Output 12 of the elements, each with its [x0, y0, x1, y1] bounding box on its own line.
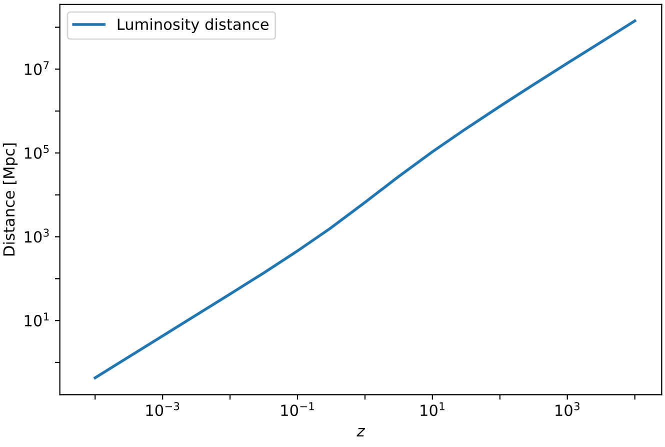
x-tick-label: 10$^{1}$ [420, 402, 444, 416]
y-tick-label: 10$^{3}$ [24, 228, 49, 243]
y-tick-label: 10$^{5}$ [24, 145, 49, 159]
line-series [94, 19, 636, 380]
y-tick-label: 10$^{1}$ [24, 312, 49, 326]
x-axis-title: z [356, 428, 366, 436]
x-tick-label: 10$^{−1}$ [281, 402, 314, 416]
y-tick-label: 10$^{7}$ [24, 61, 49, 76]
legend-label: Luminosity distance [118, 18, 268, 34]
x-tick-label: 10$^{3}$ [556, 402, 580, 416]
y-axis-title: Distance [Mpc] [2, 143, 18, 256]
x-tick-label: 10$^{−3}$ [146, 402, 180, 416]
